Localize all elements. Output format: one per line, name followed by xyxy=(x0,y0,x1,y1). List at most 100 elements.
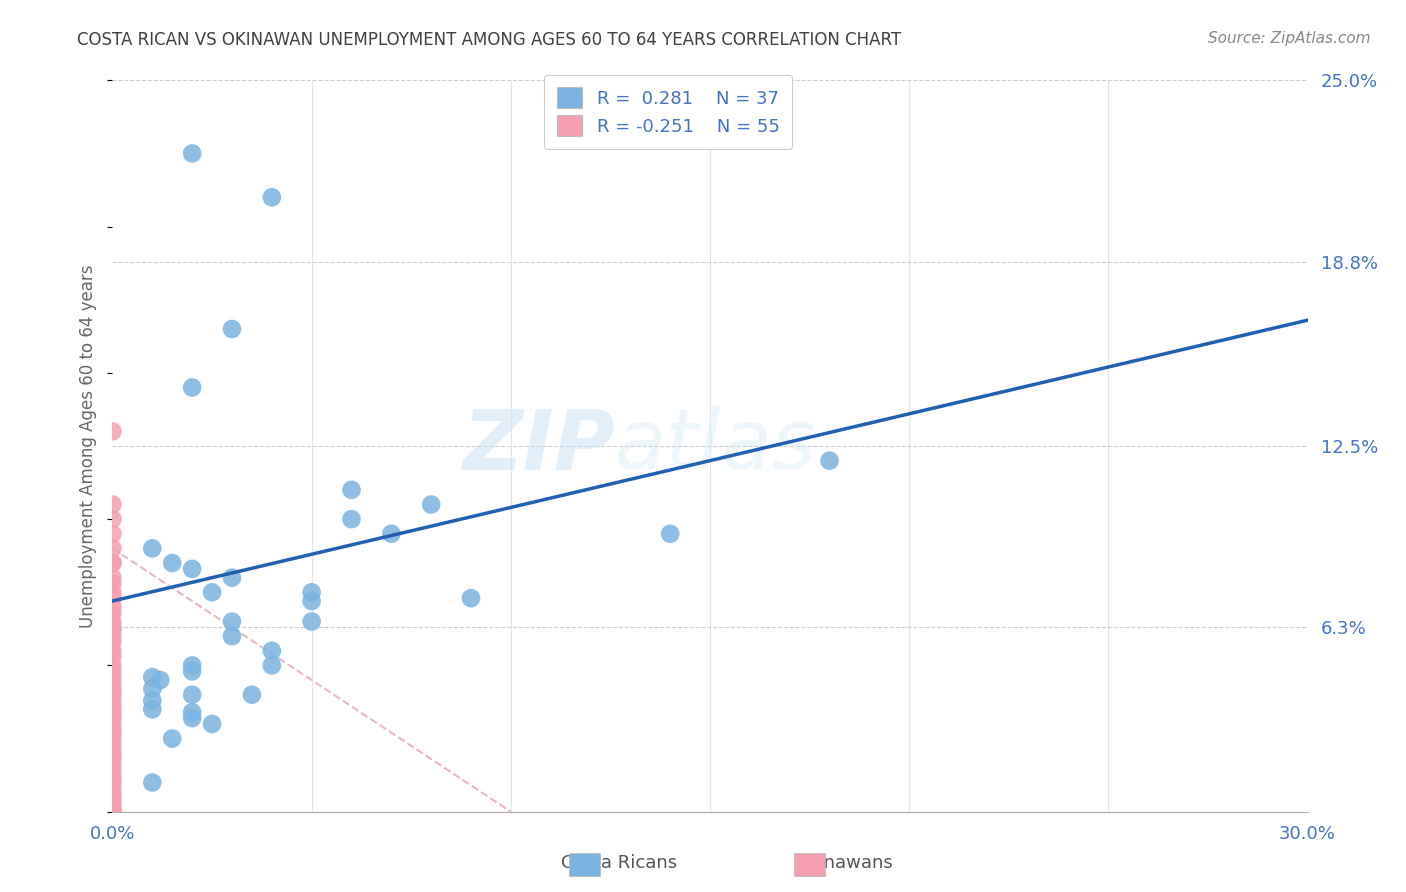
Point xyxy=(460,591,482,606)
Point xyxy=(101,599,124,614)
Point xyxy=(101,711,124,725)
Point xyxy=(101,770,124,784)
Point xyxy=(101,805,124,819)
Point xyxy=(101,670,124,684)
Point xyxy=(101,805,124,819)
Point xyxy=(101,688,124,702)
Point xyxy=(149,673,172,687)
Point xyxy=(141,693,163,707)
Point xyxy=(101,644,124,658)
Point xyxy=(101,498,124,512)
Point xyxy=(221,615,243,629)
Point xyxy=(101,615,124,629)
Point xyxy=(221,322,243,336)
Point xyxy=(141,670,163,684)
Text: Costa Ricans: Costa Ricans xyxy=(561,855,676,872)
Point xyxy=(101,526,124,541)
Point xyxy=(101,717,124,731)
Point xyxy=(101,649,124,664)
Point xyxy=(101,620,124,634)
Point xyxy=(301,585,323,599)
Point xyxy=(420,498,443,512)
Point xyxy=(221,571,243,585)
Point xyxy=(101,629,124,643)
Point xyxy=(181,665,204,679)
Point xyxy=(181,658,204,673)
Point xyxy=(101,693,124,707)
Point xyxy=(101,624,124,638)
Text: COSTA RICAN VS OKINAWAN UNEMPLOYMENT AMONG AGES 60 TO 64 YEARS CORRELATION CHART: COSTA RICAN VS OKINAWAN UNEMPLOYMENT AMO… xyxy=(77,31,901,49)
Point xyxy=(101,805,124,819)
Point xyxy=(181,380,204,394)
Point xyxy=(659,526,682,541)
Point xyxy=(101,781,124,796)
Point xyxy=(101,585,124,599)
Point xyxy=(101,556,124,570)
Point xyxy=(101,512,124,526)
Point xyxy=(101,793,124,807)
Point xyxy=(101,805,124,819)
Point xyxy=(260,644,283,658)
Text: ZIP: ZIP xyxy=(461,406,614,486)
Point xyxy=(101,681,124,696)
Point xyxy=(101,705,124,719)
Point xyxy=(340,512,363,526)
Point xyxy=(101,541,124,556)
Point xyxy=(340,483,363,497)
Point xyxy=(240,688,263,702)
Point xyxy=(141,702,163,716)
Point xyxy=(101,805,124,819)
Point xyxy=(201,585,224,599)
Point xyxy=(101,676,124,690)
Point xyxy=(101,425,124,439)
Text: atlas: atlas xyxy=(614,406,815,486)
Point xyxy=(181,711,204,725)
Text: Source: ZipAtlas.com: Source: ZipAtlas.com xyxy=(1208,31,1371,46)
Point xyxy=(260,658,283,673)
Point xyxy=(101,665,124,679)
Point xyxy=(181,562,204,576)
Point xyxy=(101,571,124,585)
Point xyxy=(221,629,243,643)
Legend: R =  0.281    N = 37, R = -0.251    N = 55: R = 0.281 N = 37, R = -0.251 N = 55 xyxy=(544,75,792,149)
Y-axis label: Unemployment Among Ages 60 to 64 years: Unemployment Among Ages 60 to 64 years xyxy=(79,264,97,628)
Point xyxy=(101,591,124,606)
Point xyxy=(101,734,124,748)
Point xyxy=(101,758,124,772)
Point xyxy=(101,699,124,714)
Point xyxy=(101,752,124,766)
Point xyxy=(101,635,124,649)
Point xyxy=(101,729,124,743)
Point xyxy=(818,453,841,467)
Point xyxy=(101,805,124,819)
Point xyxy=(141,681,163,696)
Point xyxy=(301,594,323,608)
Point xyxy=(141,775,163,789)
Point xyxy=(101,746,124,760)
Point xyxy=(380,526,402,541)
Point xyxy=(260,190,283,204)
Point xyxy=(101,775,124,789)
Point xyxy=(101,740,124,755)
Point xyxy=(101,805,124,819)
Point xyxy=(101,576,124,591)
Point xyxy=(101,805,124,819)
Point xyxy=(181,705,204,719)
Point xyxy=(162,731,183,746)
Point xyxy=(181,146,204,161)
Point xyxy=(101,658,124,673)
Point xyxy=(141,541,163,556)
Point xyxy=(101,787,124,801)
Point xyxy=(201,717,224,731)
Point xyxy=(101,805,124,819)
Point xyxy=(162,556,183,570)
Text: Okinawans: Okinawans xyxy=(794,855,893,872)
Point xyxy=(101,723,124,737)
Point xyxy=(101,764,124,778)
Point xyxy=(101,606,124,620)
Point xyxy=(181,688,204,702)
Point xyxy=(101,556,124,570)
Point xyxy=(101,798,124,813)
Point xyxy=(101,805,124,819)
Point xyxy=(301,615,323,629)
